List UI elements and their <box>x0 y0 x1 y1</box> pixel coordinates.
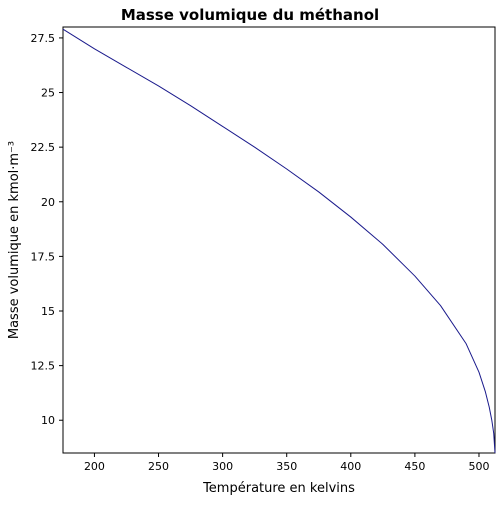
y-tick-label: 20 <box>41 196 55 209</box>
y-tick-label: 22.5 <box>31 141 56 154</box>
y-tick-label: 25 <box>41 87 55 100</box>
x-tick-label: 200 <box>84 460 105 473</box>
x-tick-label: 450 <box>404 460 425 473</box>
y-tick-label: 10 <box>41 414 55 427</box>
x-axis-label: Température en kelvins <box>202 481 355 496</box>
x-tick-label: 350 <box>276 460 297 473</box>
x-tick-label: 400 <box>340 460 361 473</box>
y-tick-label: 27.5 <box>31 32 56 45</box>
y-tick-label: 12.5 <box>31 360 56 373</box>
series-layer <box>62 28 496 454</box>
x-tick-label: 500 <box>468 460 489 473</box>
y-tick-label: 15 <box>41 305 55 318</box>
x-tick-label: 300 <box>212 460 233 473</box>
chart-title: Masse volumique du méthanol <box>121 6 379 24</box>
x-axis-ticks: 200 250 300 350 400 450 500 <box>84 453 489 473</box>
plot-frame <box>62 26 496 454</box>
x-tick-label: 250 <box>148 460 169 473</box>
y-axis-label: Masse volumique en kmol·m⁻³ <box>7 141 22 339</box>
y-tick-label: 17.5 <box>31 250 56 263</box>
series-line-0 <box>62 28 496 454</box>
y-axis-ticks: 10 12.5 15 17.5 20 22.5 25 27.5 <box>31 32 63 427</box>
